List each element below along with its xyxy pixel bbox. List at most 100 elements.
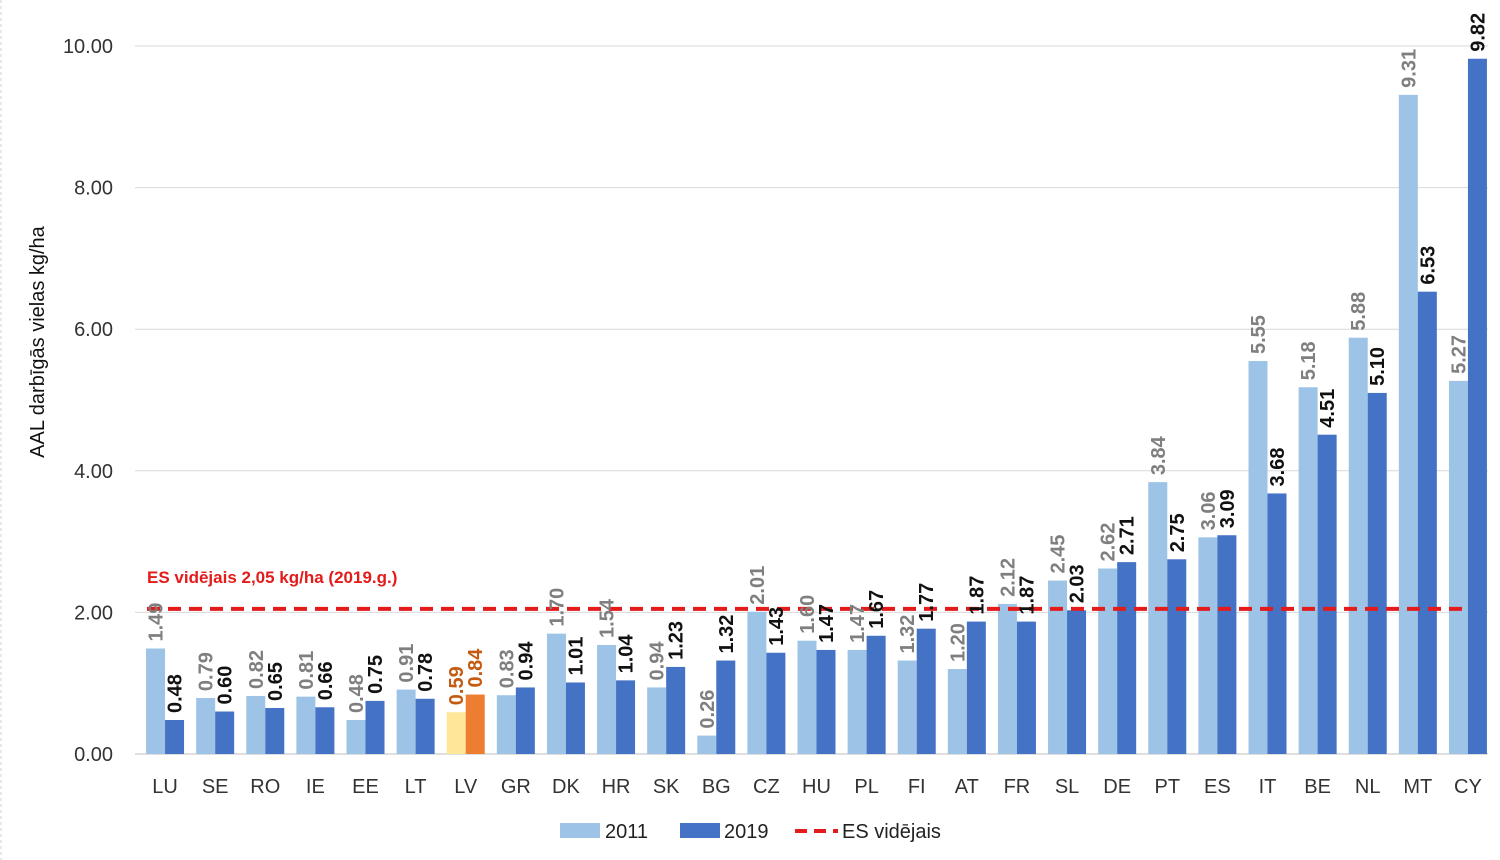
bar-2011-CY: [1448, 380, 1468, 754]
x-category-RO: RO: [250, 776, 280, 798]
bar-2019-EE: [365, 700, 385, 754]
bar-2019-PL: [866, 635, 886, 754]
value-label-2011-HU: 1.60: [797, 595, 819, 634]
x-category-LU: LU: [152, 776, 178, 798]
value-label-2011-IE: 0.81: [296, 651, 318, 690]
value-label-2011-MT: 9.31: [1398, 49, 1420, 88]
value-label-2019-EE: 0.75: [365, 655, 387, 694]
bar-2011-MT: [1398, 94, 1418, 755]
value-label-2019-AT: 1.87: [966, 576, 988, 615]
value-label-2011-DK: 1.70: [546, 588, 568, 627]
bar-2019-HU: [816, 649, 836, 754]
x-category-AT: AT: [955, 776, 979, 798]
value-label-2019-SL: 2.03: [1067, 564, 1089, 603]
value-label-2019-HU: 1.47: [816, 604, 838, 643]
value-label-2011-FR: 2.12: [997, 558, 1019, 597]
x-category-HU: HU: [802, 776, 831, 798]
bar-2011-FI: [897, 660, 917, 754]
bar-2011-LT: [396, 689, 416, 754]
value-label-2019-DE: 2.71: [1117, 516, 1139, 555]
bar-2019-FR: [1016, 621, 1036, 754]
bar-2019-CZ: [766, 652, 786, 754]
legend-swatch-2011: [560, 823, 600, 838]
bar-2019-PT: [1167, 559, 1187, 754]
x-axis-categories: LU SE RO IE EE LT LV GR DK HR SK BG CZ HU PL FI AT FR SL DE…: [152, 776, 1482, 798]
value-label-2019-GR: 0.94: [515, 641, 537, 681]
value-label-2019-HR: 1.04: [616, 634, 638, 674]
x-category-SE: SE: [202, 776, 229, 798]
legend-label-2019: 2019: [724, 821, 769, 843]
value-label-2019-BE: 4.51: [1317, 389, 1339, 428]
bar-2019-AT: [966, 621, 986, 754]
bar-2019-NL: [1367, 392, 1387, 754]
value-label-2019-RO: 0.65: [265, 662, 287, 701]
bar-2011-LV: [446, 712, 466, 754]
bar-2019-ES: [1217, 535, 1237, 754]
bar-2011-IT: [1248, 361, 1268, 754]
bar-2019-HR: [616, 680, 636, 754]
value-label-2011-IT: 5.55: [1248, 315, 1270, 354]
y-tick-label: 8.00: [74, 178, 113, 200]
bar-2011-PT: [1148, 482, 1168, 754]
value-label-2019-ES: 3.09: [1217, 489, 1239, 528]
value-label-2019-IE: 0.66: [315, 661, 337, 700]
value-label-2019-PT: 2.75: [1167, 513, 1189, 552]
x-category-DK: DK: [552, 776, 580, 798]
x-category-FR: FR: [1004, 776, 1031, 798]
bar-2011-ES: [1198, 537, 1218, 754]
value-label-2019-MT: 6.53: [1417, 246, 1439, 285]
value-label-2011-HR: 1.54: [597, 598, 619, 638]
bar-2011-IE: [296, 696, 316, 754]
x-category-BE: BE: [1304, 776, 1331, 798]
bars: [146, 58, 1487, 755]
value-label-2011-RO: 0.82: [246, 650, 268, 689]
value-label-2019-BG: 1.32: [716, 615, 738, 654]
bar-2011-FR: [997, 603, 1017, 754]
value-label-2019-LV: 0.84: [465, 648, 487, 688]
x-category-IT: IT: [1259, 776, 1277, 798]
x-category-SK: SK: [653, 776, 680, 798]
y-tick-label: 0.00: [74, 744, 113, 766]
x-category-BG: BG: [702, 776, 731, 798]
bar-2019-DE: [1117, 562, 1137, 754]
value-label-2011-EE: 0.48: [346, 674, 368, 713]
value-label-2011-BE: 5.18: [1298, 341, 1320, 380]
value-label-2011-PT: 3.84: [1148, 435, 1170, 475]
bar-2019-LT: [415, 698, 435, 754]
value-label-2011-CY: 5.27: [1448, 335, 1470, 374]
bar-2011-DK: [546, 633, 566, 754]
x-category-SL: SL: [1055, 776, 1079, 798]
bar-2011-SE: [196, 698, 216, 754]
bar-2011-NL: [1348, 337, 1368, 754]
legend: 2011 2019 ES vidējais: [560, 821, 941, 843]
x-category-MT: MT: [1403, 776, 1432, 798]
bar-2019-CY: [1467, 58, 1487, 754]
bar-2011-DE: [1098, 568, 1118, 754]
x-category-IE: IE: [306, 776, 325, 798]
y-tick-label: 4.00: [74, 461, 113, 483]
bar-2011-CZ: [747, 611, 767, 754]
bar-2011-GR: [496, 695, 516, 754]
bar-2011-EE: [346, 720, 366, 754]
y-tick-label: 10.00: [63, 36, 113, 58]
bar-2019-LV: [465, 694, 485, 754]
bar-2011-RO: [246, 695, 266, 754]
bar-2011-AT: [947, 669, 967, 754]
value-label-2011-LT: 0.91: [396, 644, 418, 683]
bar-2019-SK: [666, 666, 686, 754]
bar-2019-FI: [916, 628, 936, 754]
x-category-DE: DE: [1103, 776, 1131, 798]
x-category-LT: LT: [405, 776, 427, 798]
value-label-2019-CZ: 1.43: [766, 607, 788, 646]
bar-2019-DK: [565, 682, 585, 754]
legend-label-average: ES vidējais: [842, 821, 941, 843]
x-category-GR: GR: [501, 776, 531, 798]
value-label-2011-CZ: 2.01: [747, 566, 769, 605]
y-tick-label: 2.00: [74, 602, 113, 624]
bar-2019-LU: [165, 720, 185, 754]
bar-2019-RO: [265, 707, 285, 754]
x-category-CY: CY: [1454, 776, 1482, 798]
value-label-2011-LV: 0.59: [446, 666, 468, 705]
value-label-2011-SL: 2.45: [1048, 535, 1070, 574]
